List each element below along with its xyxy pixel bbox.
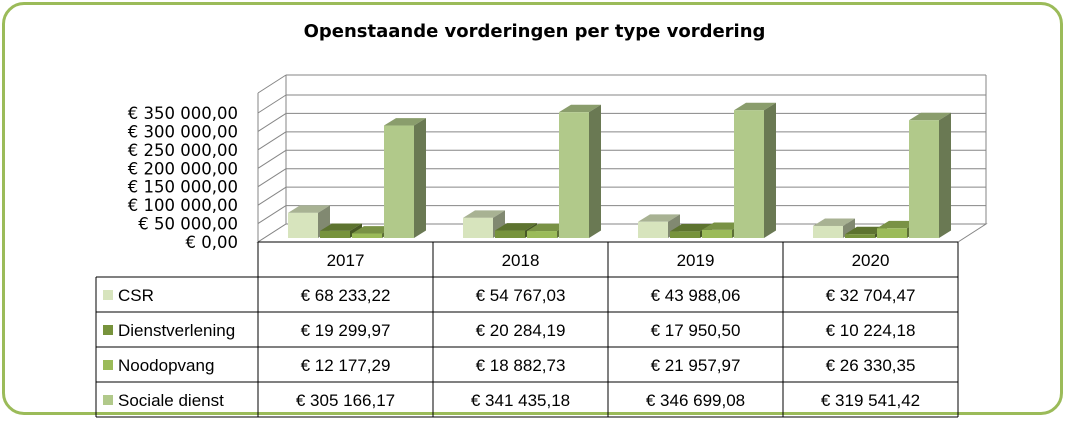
- data-label: € 341 435,18: [471, 391, 570, 410]
- bar-4-side: [764, 102, 776, 238]
- chart-frame: [2, 2, 1063, 415]
- y-tick-label: € 100 000,00: [128, 196, 238, 215]
- bar-csr-2017: [288, 212, 318, 238]
- y-tick-label: € 300 000,00: [128, 122, 238, 141]
- data-label: € 43 988,06: [651, 286, 741, 305]
- bar-dienstverlening-2017: [320, 230, 350, 238]
- data-label: € 21 957,97: [651, 356, 741, 375]
- bar-1-side: [843, 218, 855, 238]
- legend-label: Dienstverlening: [118, 321, 235, 340]
- data-label: € 68 233,22: [301, 286, 391, 305]
- legend-swatch: [103, 360, 113, 370]
- legend-swatch: [103, 325, 113, 335]
- x-tick-label: 2017: [327, 251, 365, 270]
- gridline-side: [257, 113, 287, 132]
- data-label: € 20 284,19: [476, 321, 566, 340]
- gridline-side: [257, 131, 287, 151]
- gridline-side: [257, 149, 287, 169]
- data-label: € 54 767,03: [476, 286, 566, 305]
- bar-dienstverlening-2020: [845, 234, 875, 238]
- bar-dienstverlening-2018: [495, 230, 525, 238]
- bar-1-top: [288, 205, 330, 213]
- legend-swatch: [103, 290, 113, 300]
- data-label: € 12 177,29: [301, 356, 391, 375]
- gridline-side: [257, 94, 287, 114]
- y-tick-label: € 200 000,00: [128, 159, 238, 178]
- bar-noodopvang-2018: [527, 231, 557, 238]
- bar-noodopvang-2017: [352, 233, 382, 238]
- y-tick-label: € 250 000,00: [128, 141, 238, 160]
- gridline-side: [257, 205, 287, 224]
- legend-label: CSR: [118, 286, 154, 305]
- bar-4-side: [589, 104, 601, 238]
- bar-sociale-dienst-2020: [909, 120, 939, 238]
- data-label: € 32 704,47: [826, 286, 916, 305]
- y-tick-label: € 0,00: [186, 233, 238, 252]
- y-tick-label: € 350 000,00: [128, 104, 238, 123]
- bar-1-top: [463, 210, 505, 218]
- x-tick-label: 2018: [502, 251, 540, 270]
- bar-noodopvang-2019: [702, 229, 732, 238]
- bar-4-side: [939, 112, 951, 238]
- bar-sociale-dienst-2019: [734, 110, 764, 238]
- bar-dienstverlening-2019: [670, 231, 700, 238]
- data-label: € 305 166,17: [296, 391, 395, 410]
- legend-label: Noodopvang: [118, 356, 214, 375]
- bar-sociale-dienst-2017: [384, 125, 414, 238]
- bar-4-top: [384, 118, 426, 126]
- x-tick-label: 2020: [852, 251, 890, 270]
- y-tick-label: € 150 000,00: [128, 178, 238, 197]
- bar-sociale-dienst-2018: [559, 112, 589, 238]
- bar-1-top: [813, 218, 855, 226]
- bar-csr-2020: [813, 225, 843, 238]
- data-label: € 26 330,35: [826, 356, 916, 375]
- gridline-side: [257, 186, 287, 206]
- legend-swatch: [103, 395, 113, 405]
- bar-3-top: [702, 222, 744, 230]
- bar-2-top: [320, 223, 362, 231]
- bar-4-top: [559, 104, 601, 113]
- x-tick-label: 2019: [677, 251, 715, 270]
- y-tick-label: € 50 000,00: [138, 215, 238, 234]
- bar-1-top: [638, 214, 680, 222]
- wall-top-side: [257, 74, 287, 94]
- data-label: € 346 699,08: [646, 391, 745, 410]
- bar-csr-2018: [463, 217, 493, 238]
- legend-label: Sociale dienst: [118, 391, 224, 410]
- bar-csr-2019: [638, 221, 668, 238]
- data-label: € 10 224,18: [826, 321, 916, 340]
- bar-3-top: [352, 226, 394, 234]
- bar-3-top: [877, 220, 919, 229]
- data-label: € 18 882,73: [476, 356, 566, 375]
- data-label: € 19 299,97: [301, 321, 391, 340]
- bar-2-top: [845, 226, 887, 235]
- bar-3-top: [527, 223, 569, 232]
- bar-4-top: [909, 112, 951, 121]
- bar-4-side: [414, 118, 426, 238]
- bar-4-top: [734, 102, 776, 111]
- bar-2-top: [495, 223, 537, 231]
- bar-noodopvang-2020: [877, 228, 907, 238]
- data-label: € 319 541,42: [821, 391, 920, 410]
- chart-title: Openstaande vorderingen per type vorderi…: [303, 21, 766, 42]
- gridline-side: [257, 168, 287, 188]
- data-label: € 17 950,50: [651, 321, 741, 340]
- bar-2-top: [670, 223, 712, 232]
